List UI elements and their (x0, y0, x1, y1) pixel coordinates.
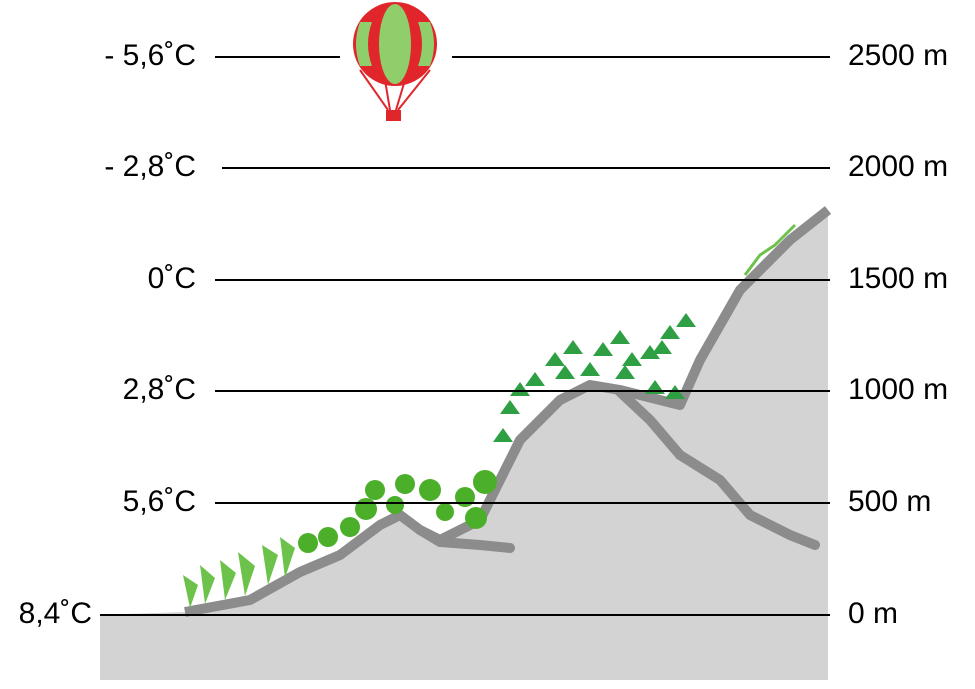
balloon (353, 2, 437, 121)
temperature-label: 8,4˚C (19, 597, 92, 630)
altitude-label: 1500 m (848, 262, 948, 295)
altitude-label: 2500 m (848, 39, 948, 72)
temperature-label: 5,6˚C (123, 485, 196, 518)
altitude-labels: 2500 m 2000 m 1500 m 1000 m 500 m 0 m (848, 39, 948, 630)
altitude-label: 0 m (848, 597, 898, 630)
altitude-label: 2000 m (848, 150, 948, 183)
altitude-label: 1000 m (848, 373, 948, 406)
altitude-label: 500 m (848, 485, 931, 518)
temperature-label: - 2,8˚C (104, 150, 196, 183)
temperature-label: - 5,6˚C (104, 39, 196, 72)
temperature-labels: - 5,6˚C - 2,8˚C 0˚C 2,8˚C 5,6˚C 8,4˚C (19, 39, 196, 630)
temperature-label: 2,8˚C (123, 373, 196, 406)
mountain (100, 206, 832, 680)
temperature-label: 0˚C (148, 262, 196, 295)
level-lines (100, 56, 830, 616)
